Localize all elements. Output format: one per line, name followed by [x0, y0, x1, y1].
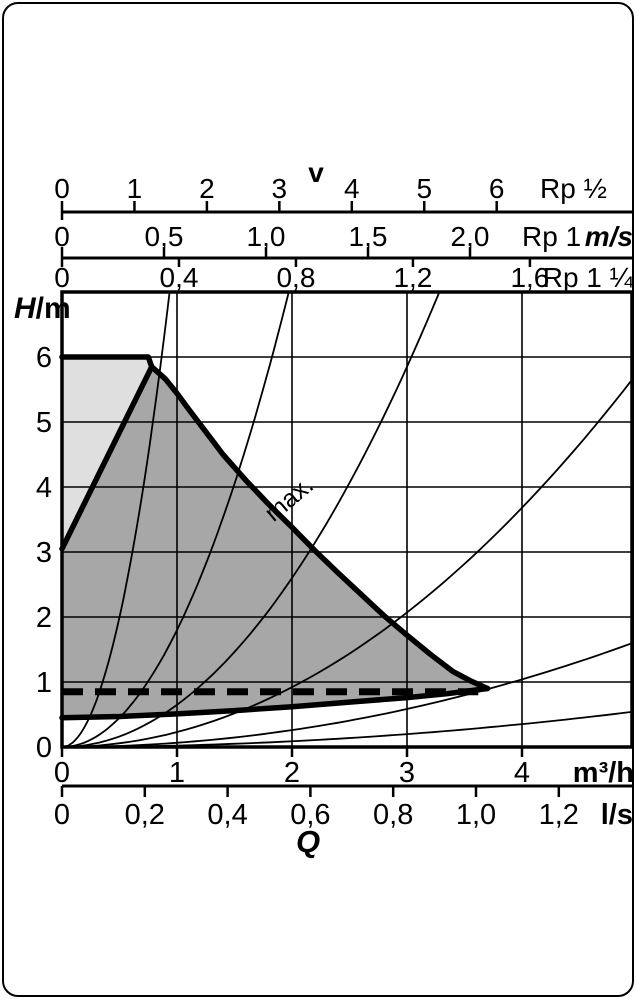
rp-half-tick-label: 3 [272, 173, 288, 204]
rp-half-tick-label: 0 [54, 173, 70, 204]
rp1-tick-label: 0,5 [145, 221, 184, 252]
x-axis-unit-ls: l/s [601, 799, 633, 831]
ls-tick-label: 0,2 [125, 799, 165, 831]
ls-tick-label: 0 [54, 799, 70, 831]
rp-half-tick-label: 4 [344, 173, 360, 204]
x-tick-label: 1 [169, 757, 185, 789]
y-tick-label: 2 [36, 602, 52, 634]
rp1-tick-label: 2,0 [451, 221, 490, 252]
x-tick-label: 3 [399, 757, 415, 789]
pipe-friction-curve [61, 291, 171, 748]
max-curve [59, 354, 491, 692]
x-tick-label: 4 [514, 757, 530, 789]
rp1-tick-label: 0 [54, 221, 70, 252]
rp114-label: Rp 1 ¼ [543, 262, 634, 293]
y-tick-label: 1 [36, 667, 52, 699]
pipe-friction-curve [61, 291, 441, 748]
operating-range-region [62, 366, 488, 718]
y-tick-label: 6 [36, 342, 52, 374]
y-tick-label: 4 [36, 472, 52, 504]
rp114-tick-label: 0 [54, 262, 70, 293]
y-tick-label: 5 [36, 407, 52, 439]
plot-border [60, 290, 634, 749]
rp-half-tick-label: 5 [416, 173, 432, 204]
y-tick-label: 0 [36, 732, 52, 764]
lower-boundary-line [59, 364, 155, 552]
velocity-symbol: v [308, 157, 324, 188]
ls-tick-label: 0,6 [290, 799, 330, 831]
x-axis-symbol: Q [296, 824, 320, 859]
rp-half-tick-label: 2 [199, 173, 215, 204]
rp114-tick-label: 0,4 [160, 262, 199, 293]
rp1-tick-label: 1,5 [349, 221, 388, 252]
rp-half-label: Rp ½ [540, 173, 607, 204]
velocity-unit: m/s [585, 221, 633, 252]
x-tick-label: 0 [54, 757, 70, 789]
pipe-friction-curve [61, 379, 633, 748]
ls-tick-label: 0,8 [373, 799, 413, 831]
rp-half-tick-label: 1 [127, 173, 143, 204]
x-axis-unit-m3h: m³/h [573, 757, 634, 789]
ls-tick-label: 1,0 [456, 799, 496, 831]
pipe-friction-curve [62, 642, 633, 748]
x-tick-label: 2 [284, 757, 300, 789]
rp114-tick-label: 1,2 [393, 262, 432, 293]
y-tick-label: 3 [36, 537, 52, 569]
rp1-tick-label: 1,0 [247, 221, 286, 252]
rp1-label: Rp 1 [522, 221, 581, 252]
ls-tick-label: 1,2 [539, 799, 579, 831]
rp114-tick-label: 1,6 [510, 262, 549, 293]
ls-tick-label: 0,4 [207, 799, 247, 831]
rp114-tick-label: 0,8 [276, 262, 315, 293]
rp-half-tick-label: 6 [489, 173, 505, 204]
pipe-friction-curve [61, 291, 290, 748]
y-axis-label: H/m [14, 292, 71, 325]
